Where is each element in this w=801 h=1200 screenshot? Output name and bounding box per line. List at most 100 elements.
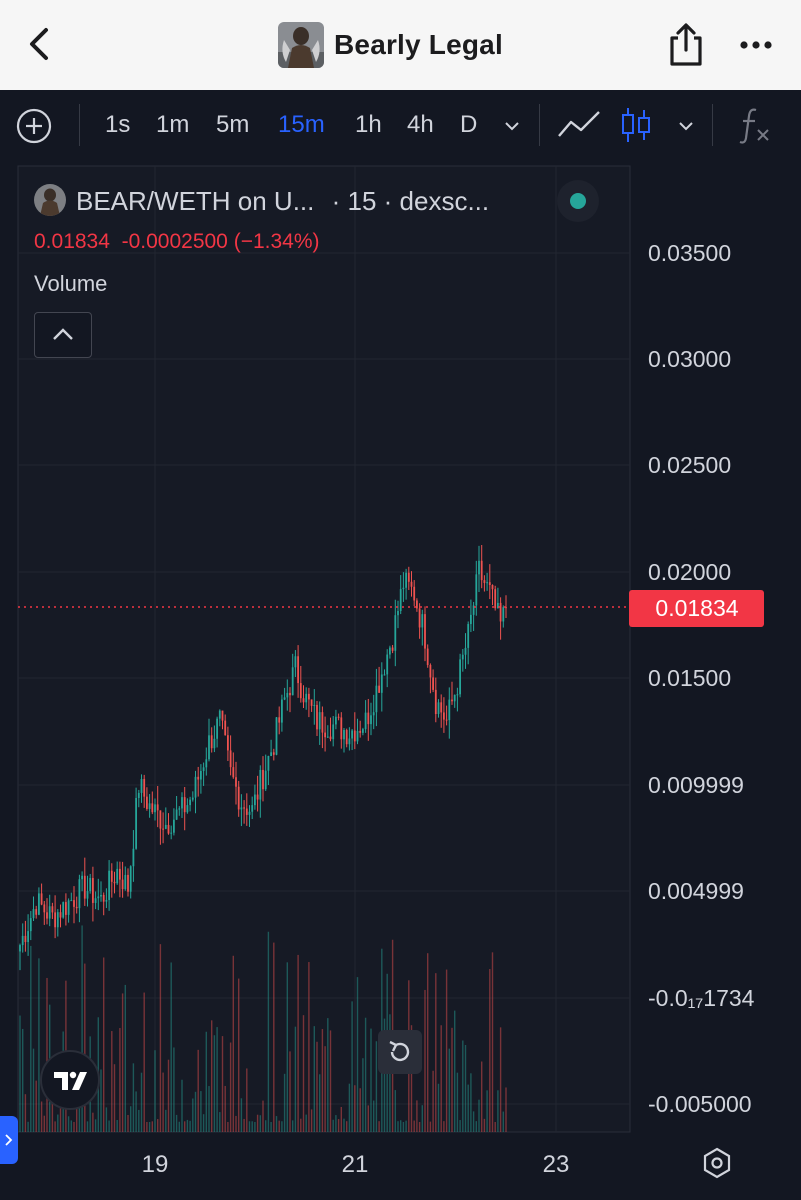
candle-body <box>92 877 94 903</box>
timeframe-1h[interactable]: 1h <box>355 111 382 138</box>
chart-settings-icon[interactable] <box>700 1146 734 1180</box>
share-icon[interactable] <box>664 22 708 68</box>
chevron-down-icon[interactable] <box>502 116 522 136</box>
volume-bar <box>397 1121 399 1132</box>
time-axis-label: 21 <box>342 1151 369 1178</box>
market-status[interactable] <box>557 180 599 222</box>
candle-body <box>464 647 467 655</box>
chart-toolbar: 1s 1m 5m 15m 1h 4h D <box>0 90 801 160</box>
timeframe-d[interactable]: D <box>460 111 478 138</box>
volume-bar <box>84 963 86 1132</box>
candle-body <box>32 909 35 919</box>
candlestick-icon[interactable] <box>618 104 654 146</box>
volume-bar <box>313 1026 315 1132</box>
volume-bar <box>121 993 124 1132</box>
candle-body <box>156 804 159 811</box>
reset-chart-button[interactable] <box>378 1030 422 1074</box>
volume-bar <box>400 1120 402 1132</box>
volume-bar <box>227 1121 229 1132</box>
volume-bar <box>337 1119 340 1132</box>
side-panel-toggle[interactable] <box>0 1116 18 1164</box>
volume-bar <box>454 1010 456 1132</box>
candle-body <box>35 909 38 915</box>
candle-body <box>353 730 356 742</box>
candle-body <box>181 797 183 809</box>
token-avatar <box>278 22 324 68</box>
volume-bar <box>178 1121 180 1132</box>
volume-bar <box>57 1114 59 1132</box>
volume-bar <box>148 1121 151 1132</box>
legend-change-pct: (−1.34%) <box>233 230 320 253</box>
candle-body <box>110 870 113 882</box>
volume-bar <box>229 1042 232 1132</box>
candle-body <box>440 702 443 713</box>
volume-bar <box>192 1098 194 1132</box>
volume-bar <box>165 1109 167 1132</box>
line-chart-icon[interactable] <box>556 104 602 146</box>
last-price-tag <box>629 590 764 627</box>
candle-body <box>56 912 59 928</box>
volume-bar <box>486 1090 488 1132</box>
candle-body <box>48 906 51 919</box>
candle-body <box>416 600 418 609</box>
volume-bar <box>127 1114 129 1132</box>
volume-bar <box>375 1041 378 1132</box>
timeframe-4h[interactable]: 4h <box>407 111 434 138</box>
volume-bar <box>132 1063 135 1132</box>
candle-body <box>235 777 237 787</box>
tradingview-logo[interactable] <box>40 1050 100 1110</box>
candle-body <box>302 698 305 703</box>
add-indicator-icon[interactable] <box>16 108 52 144</box>
candle-body <box>470 614 472 625</box>
candle-body <box>370 715 372 725</box>
timeframe-1s[interactable]: 1s <box>105 111 131 138</box>
candle-body <box>46 912 48 919</box>
volume-bar <box>267 931 270 1132</box>
candle-body <box>175 809 178 820</box>
volume-bar <box>416 1100 418 1132</box>
candle-body <box>227 735 229 751</box>
candle-body <box>108 870 110 900</box>
candle-body <box>270 752 272 756</box>
candle-body <box>329 736 332 740</box>
candle-body <box>105 899 108 902</box>
price-axis-label: 0.009999 <box>648 772 744 798</box>
price-chart[interactable]: 0.03500 0.03000 0.02500 0.02000 0.01500 0.009… <box>0 160 801 1200</box>
candle-body <box>448 699 451 721</box>
symbol-legend[interactable]: BEAR/WETH on U... · 15 · dexsc... <box>76 186 489 217</box>
volume-bar <box>359 1088 361 1132</box>
timeframe-1m[interactable]: 1m <box>156 111 190 138</box>
candle-body <box>299 683 302 699</box>
indicators-fx-icon[interactable] <box>738 104 774 146</box>
candle-body <box>51 906 54 913</box>
candle-body <box>461 654 464 660</box>
volume-indicator-label[interactable]: Volume <box>34 271 108 296</box>
candle-body <box>245 808 248 815</box>
candle-body <box>259 769 262 800</box>
timeframe-15m[interactable]: 15m <box>278 111 325 138</box>
volume-bar <box>467 1084 469 1132</box>
volume-bar <box>184 1121 186 1132</box>
more-options-icon[interactable] <box>736 30 776 60</box>
volume-bar <box>211 1020 213 1132</box>
candle-body <box>335 716 337 725</box>
timeframe-5m[interactable]: 5m <box>216 111 250 138</box>
collapse-legend-button[interactable] <box>34 312 92 358</box>
chevron-down-icon[interactable] <box>676 116 696 136</box>
volume-bar <box>316 1041 318 1132</box>
candle-body <box>348 738 351 745</box>
candle-body <box>264 770 267 790</box>
volume-bar <box>27 1121 29 1132</box>
candle-body <box>418 608 421 628</box>
back-arrow-icon[interactable] <box>20 24 60 64</box>
volume-bar <box>413 1120 415 1132</box>
toolbar-divider <box>712 104 713 146</box>
volume-bar <box>497 1090 499 1132</box>
candle-body <box>345 729 348 745</box>
volume-bar <box>51 1097 54 1132</box>
candle-body <box>24 935 27 943</box>
candle-body <box>213 738 216 749</box>
candle-body <box>364 712 367 730</box>
candle-body <box>237 786 240 810</box>
volume-bar <box>281 1121 283 1132</box>
